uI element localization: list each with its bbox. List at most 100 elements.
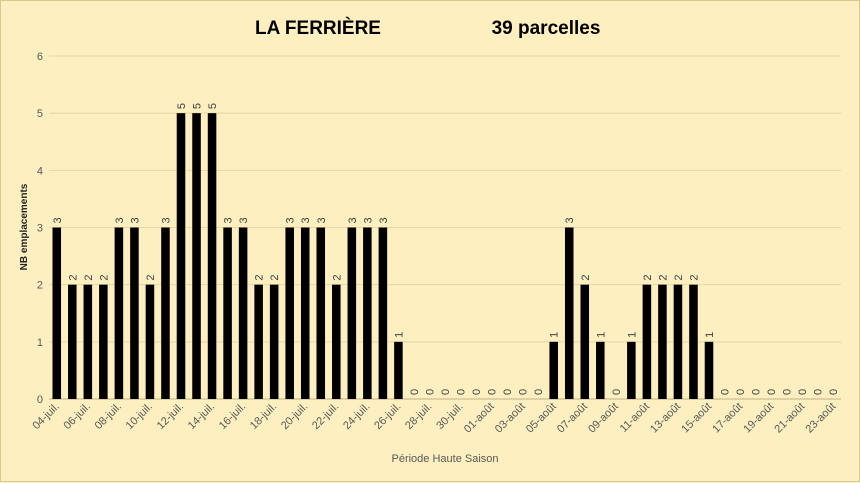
x-tick-label: 13-août — [648, 401, 683, 436]
y-tick-label: 0 — [37, 394, 43, 406]
x-tick-label: 01-août — [462, 401, 497, 436]
bar — [378, 227, 388, 399]
data-label: 0 — [766, 389, 778, 395]
data-label: 3 — [223, 217, 235, 223]
bar — [332, 284, 341, 399]
data-label: 2 — [673, 275, 685, 281]
data-label: 0 — [502, 389, 514, 395]
bar — [580, 284, 590, 399]
data-label: 0 — [409, 389, 421, 395]
data-label: 3 — [347, 217, 359, 223]
data-label: 1 — [595, 332, 607, 338]
bar — [83, 284, 93, 399]
x-tick-label: 08-juil. — [93, 401, 124, 432]
bar — [238, 227, 248, 399]
data-label: 0 — [456, 389, 468, 395]
data-label: 0 — [487, 389, 499, 395]
x-tick-label: 12-juil. — [155, 401, 186, 432]
data-label: 5 — [192, 103, 204, 109]
bar — [207, 113, 217, 400]
data-label: 3 — [564, 217, 576, 223]
y-tick-label: 6 — [37, 51, 43, 63]
bar — [130, 227, 139, 399]
x-tick-label: 11-août — [618, 401, 652, 435]
data-label: 2 — [269, 275, 281, 281]
data-label: 1 — [626, 332, 638, 338]
x-axis-title: Période Haute Saison — [391, 453, 498, 465]
bar — [192, 113, 201, 400]
data-label: 0 — [782, 389, 794, 395]
y-tick-label: 1 — [37, 337, 43, 349]
bar — [176, 113, 186, 400]
x-tick-label: 18-juil. — [248, 401, 279, 432]
data-label: 3 — [285, 217, 297, 223]
bar — [52, 227, 62, 399]
data-label: 3 — [378, 217, 390, 223]
data-label: 3 — [114, 217, 126, 223]
data-label: 2 — [145, 275, 157, 281]
data-label: 0 — [424, 389, 436, 395]
bar — [223, 227, 232, 399]
bar — [642, 284, 652, 399]
data-label: 1 — [704, 332, 716, 338]
data-label: 0 — [797, 389, 809, 395]
data-label: 1 — [549, 332, 561, 338]
data-label: 2 — [657, 275, 669, 281]
x-tick-label: 17-août — [710, 401, 745, 436]
data-label: 2 — [331, 275, 343, 281]
data-label: 2 — [254, 275, 266, 281]
data-label: 5 — [207, 103, 219, 109]
x-tick-label: 03-août — [493, 401, 528, 436]
data-label: 0 — [813, 389, 825, 395]
x-tick-label: 21-août — [772, 401, 807, 436]
data-label: 0 — [828, 389, 840, 395]
y-tick-label: 4 — [37, 165, 43, 177]
x-tick-label: 16-juil. — [217, 401, 248, 432]
x-tick-label: 26-juil. — [372, 401, 403, 432]
bar — [347, 227, 357, 399]
bar — [564, 227, 574, 399]
x-tick-label: 24-juil. — [341, 401, 372, 432]
bar — [300, 227, 310, 399]
bar — [363, 227, 372, 399]
data-label: 0 — [471, 389, 483, 395]
bar — [285, 227, 294, 399]
x-tick-label: 22-juil. — [310, 401, 341, 432]
data-label: 3 — [52, 217, 64, 223]
x-tick-label: 05-août — [524, 401, 559, 436]
data-label: 3 — [316, 217, 328, 223]
x-tick-label: 09-août — [586, 401, 621, 436]
data-label: 0 — [440, 389, 452, 395]
data-label: 2 — [580, 275, 592, 281]
x-tick-label: 23-août — [803, 401, 838, 436]
data-label: 3 — [129, 217, 141, 223]
bar — [627, 341, 636, 399]
y-axis-ticks: 0 1 2 3 4 5 6 — [37, 51, 43, 406]
x-tick-label: 10-juil. — [124, 401, 155, 432]
bars — [52, 113, 714, 400]
bar — [161, 227, 170, 399]
x-tick-label: 19-août — [741, 401, 776, 436]
x-tick-label: 28-juil. — [403, 401, 434, 432]
y-tick-label: 2 — [37, 280, 43, 292]
y-tick-label: 5 — [37, 108, 43, 120]
chart-title: LA FERRIÈRE — [255, 17, 381, 39]
data-label: 5 — [176, 103, 188, 109]
bar — [704, 341, 714, 399]
x-tick-label: 06-juil. — [62, 401, 93, 432]
data-label: 0 — [751, 389, 763, 395]
y-tick-label: 3 — [37, 223, 43, 235]
data-label: 0 — [735, 389, 747, 395]
data-label: 0 — [533, 389, 545, 395]
bar — [114, 227, 124, 399]
bar — [254, 284, 263, 399]
data-label: 2 — [67, 275, 79, 281]
data-label: 0 — [611, 389, 623, 395]
bar — [658, 284, 667, 399]
data-label: 2 — [98, 275, 110, 281]
bar — [394, 341, 403, 399]
bar — [68, 284, 77, 399]
